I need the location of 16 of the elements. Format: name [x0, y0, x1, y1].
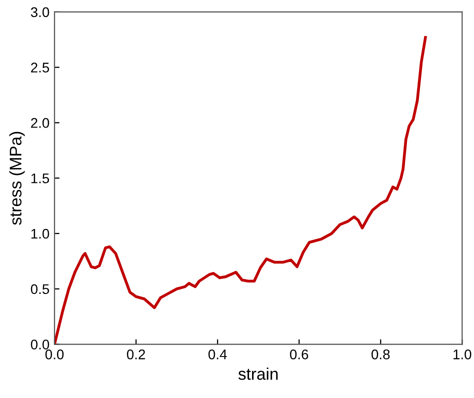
x-axis-title: strain: [238, 368, 278, 380]
y-tick-label: 0.0: [30, 340, 50, 350]
y-tick-label: 2.5: [31, 62, 50, 72]
x-tick-label: 0.8: [372, 350, 390, 360]
y-tick-label: 2.0: [31, 118, 50, 128]
y-tick-label: 1.0: [31, 228, 50, 239]
x-tick-label: 1.0: [454, 350, 472, 360]
y-tick-label: 3.0: [30, 7, 50, 18]
y-axis-title: stress (MPa): [9, 132, 25, 225]
x-tick-label: 0.6: [290, 350, 308, 360]
y-tick-label: 0.5: [30, 284, 50, 294]
x-tick-label: 0.0: [45, 350, 64, 360]
x-tick-label: 0.4: [208, 350, 227, 360]
line-series: [54, 36, 427, 344]
x-tick-label: 0.2: [126, 350, 145, 360]
y-tick-label: 1.5: [31, 174, 50, 184]
